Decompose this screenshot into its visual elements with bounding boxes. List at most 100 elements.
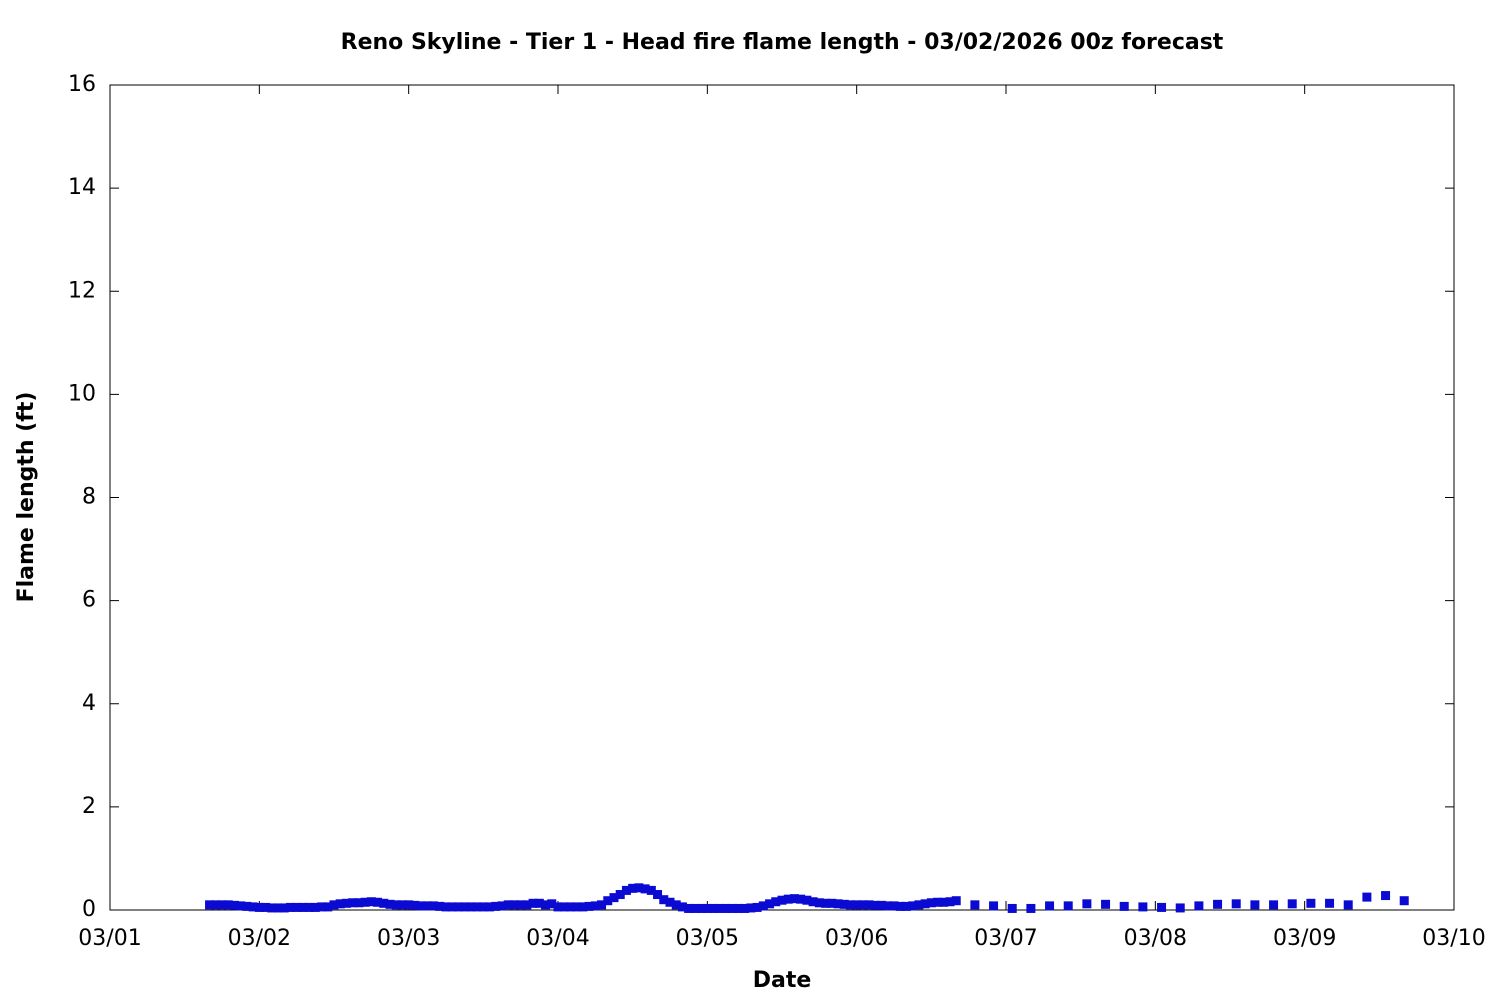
x-tick-label: 03/10 <box>1422 926 1485 951</box>
point <box>634 883 644 893</box>
point <box>789 894 799 904</box>
point <box>205 900 215 910</box>
point <box>989 901 999 911</box>
point <box>565 902 575 912</box>
point <box>1231 899 1241 909</box>
point <box>273 903 283 913</box>
point <box>827 898 837 908</box>
point <box>1362 892 1372 902</box>
point <box>572 902 582 912</box>
point <box>547 899 557 909</box>
point <box>341 898 351 908</box>
point <box>889 901 899 911</box>
point <box>534 898 544 908</box>
point <box>329 900 339 910</box>
point <box>702 903 712 913</box>
point <box>852 900 862 910</box>
point <box>279 903 289 913</box>
point <box>460 902 470 912</box>
point <box>733 903 743 913</box>
point <box>914 900 924 910</box>
point <box>559 902 569 912</box>
point <box>783 894 793 904</box>
x-tick-label: 03/03 <box>377 926 440 951</box>
point <box>883 901 893 911</box>
point <box>522 900 532 910</box>
point <box>771 897 781 907</box>
point <box>1175 903 1185 913</box>
point <box>211 900 221 910</box>
point <box>951 896 961 906</box>
point <box>248 902 258 912</box>
point <box>814 898 824 908</box>
point <box>908 901 918 911</box>
point <box>671 900 681 910</box>
plot-frame <box>109 84 1455 911</box>
point <box>485 902 495 912</box>
y-tick-label: 6 <box>82 588 96 613</box>
point <box>584 901 594 911</box>
point <box>472 902 482 912</box>
point <box>597 900 607 910</box>
point <box>970 900 980 910</box>
point <box>802 895 812 905</box>
point <box>254 902 264 912</box>
point <box>317 902 327 912</box>
point <box>609 893 619 903</box>
y-tick-label: 0 <box>82 897 96 922</box>
point <box>615 890 625 900</box>
point <box>509 900 519 910</box>
x-tick-label: 03/06 <box>825 926 888 951</box>
point <box>796 894 806 904</box>
point <box>808 897 818 907</box>
point <box>335 899 345 909</box>
point <box>379 898 389 908</box>
point <box>242 901 252 911</box>
point <box>1194 901 1204 911</box>
point <box>229 900 239 910</box>
x-tick-label: 03/02 <box>228 926 291 951</box>
point <box>441 902 451 912</box>
point <box>410 900 420 910</box>
point <box>516 900 526 910</box>
point <box>528 898 538 908</box>
point <box>926 898 936 908</box>
point <box>435 901 445 911</box>
y-tick-label: 12 <box>68 278 96 303</box>
point <box>839 899 849 909</box>
point <box>397 900 407 910</box>
point <box>1325 898 1335 908</box>
point <box>721 903 731 913</box>
point <box>385 899 395 909</box>
point <box>422 901 432 911</box>
point <box>1157 902 1167 912</box>
point <box>503 900 513 910</box>
point <box>752 902 762 912</box>
x-tick-label: 03/01 <box>78 926 141 951</box>
y-axis-label: Flame length (ft) <box>14 392 39 603</box>
point <box>1250 900 1260 910</box>
point <box>590 901 600 911</box>
point <box>864 900 874 910</box>
point <box>348 898 358 908</box>
point <box>1138 902 1148 912</box>
point <box>945 897 955 907</box>
point <box>416 901 426 911</box>
point <box>1306 898 1316 908</box>
point <box>1381 891 1391 901</box>
point <box>895 901 905 911</box>
point <box>684 903 694 913</box>
x-tick-label: 03/09 <box>1273 926 1336 951</box>
point <box>1399 896 1409 906</box>
point <box>640 884 650 894</box>
point <box>373 897 383 907</box>
point <box>621 885 631 895</box>
point <box>261 902 271 912</box>
y-tick-label: 10 <box>68 381 96 406</box>
point <box>939 897 949 907</box>
point <box>920 899 930 909</box>
point <box>497 901 507 911</box>
point <box>285 902 295 912</box>
point <box>901 901 911 911</box>
